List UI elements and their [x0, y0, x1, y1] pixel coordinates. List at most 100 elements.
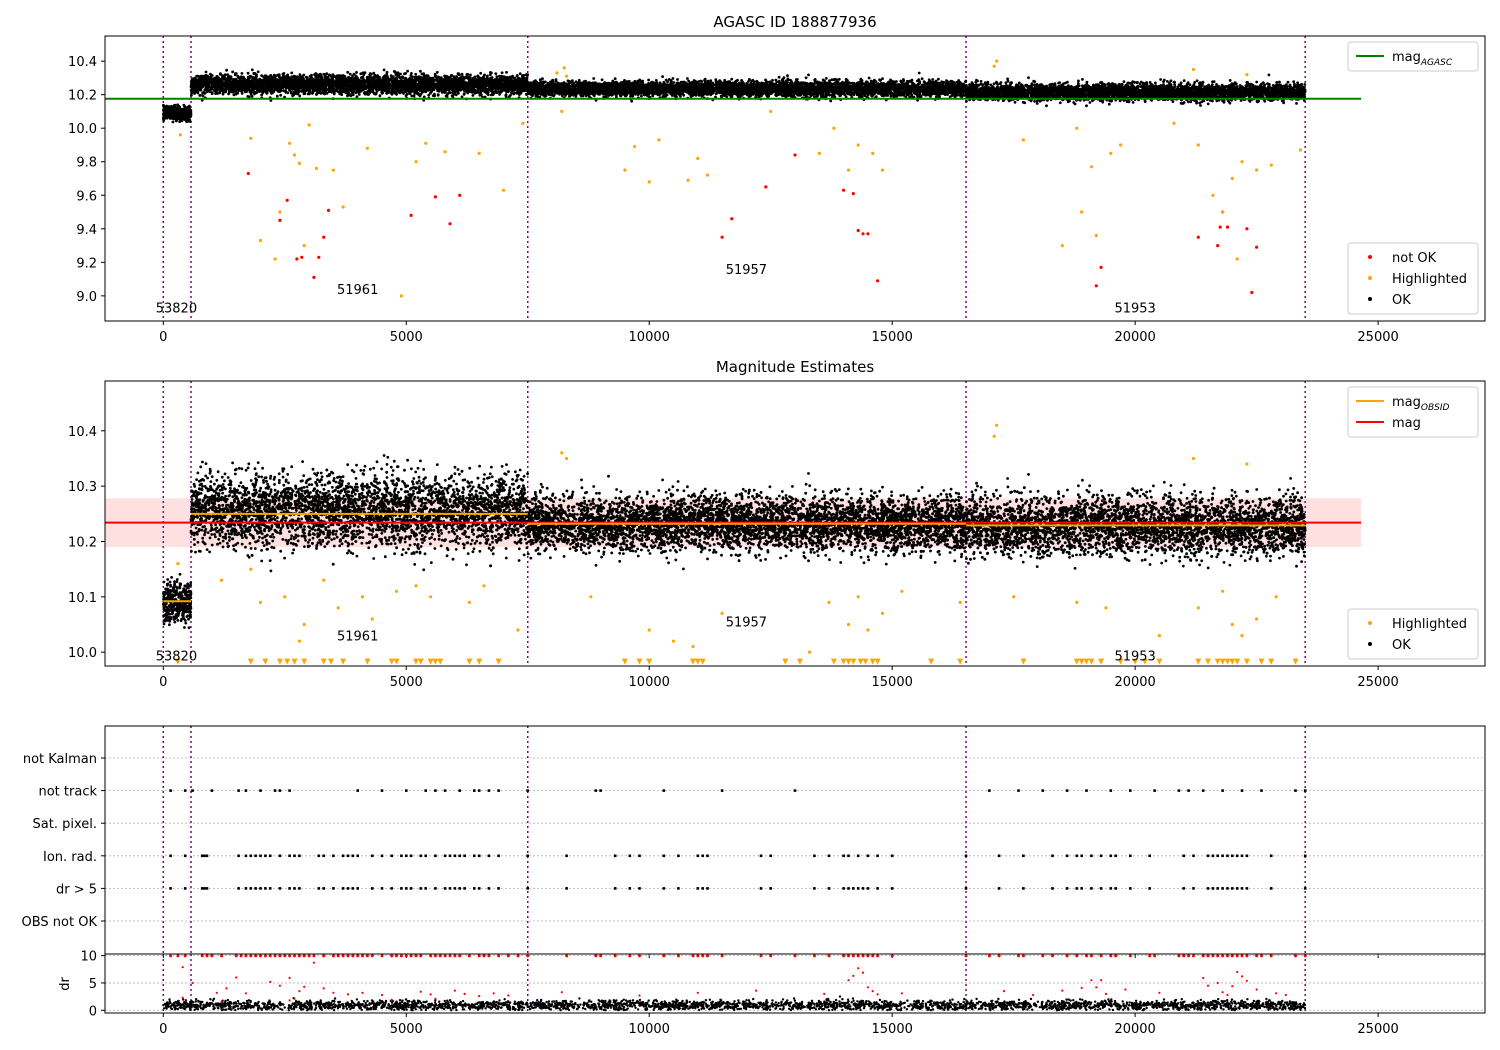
- ok-point: [375, 84, 379, 87]
- ok-point: [482, 75, 485, 79]
- ok-point: [486, 83, 489, 87]
- ok-point: [234, 88, 238, 92]
- ok-point: [437, 89, 441, 93]
- ok-point: [380, 78, 384, 82]
- ok-point: [204, 73, 208, 77]
- ok-point: [279, 83, 283, 87]
- ok-point: [273, 74, 277, 78]
- ok-point: [357, 93, 361, 96]
- ok-point: [471, 76, 475, 80]
- ok-point: [828, 79, 831, 82]
- ok-point: [193, 92, 196, 95]
- ok-point: [237, 76, 241, 80]
- ok-point: [424, 74, 427, 78]
- ok-point: [200, 85, 204, 89]
- ok-point: [319, 92, 323, 95]
- ok-point: [246, 71, 250, 75]
- ok-point: [518, 72, 522, 76]
- ok-point: [182, 111, 186, 114]
- ok-point: [454, 93, 458, 97]
- ok-point: [504, 76, 508, 80]
- ok-point: [210, 92, 214, 95]
- ok-point: [185, 108, 188, 112]
- ok-point: [395, 92, 398, 96]
- ok-point: [507, 84, 511, 88]
- ok-point: [399, 86, 403, 90]
- ok-point: [412, 94, 416, 98]
- ok-point: [466, 72, 470, 76]
- ok-point: [268, 83, 272, 86]
- ok-point: [314, 84, 318, 88]
- ok-point: [267, 79, 271, 82]
- ok-point: [463, 80, 467, 84]
- ok-point: [228, 91, 231, 94]
- ok-point: [421, 77, 425, 81]
- ok-point: [191, 85, 195, 89]
- ok-point: [371, 76, 375, 80]
- ok-point: [162, 108, 165, 112]
- ok-point: [895, 80, 898, 83]
- ok-point: [462, 93, 466, 96]
- ok-point: [256, 84, 260, 88]
- ok-point: [162, 119, 166, 123]
- ok-point: [242, 84, 246, 88]
- ok-point: [472, 86, 476, 90]
- ok-point: [355, 84, 359, 88]
- ok-point: [265, 91, 269, 95]
- ok-point: [491, 92, 495, 96]
- ok-point: [416, 92, 420, 95]
- ok-point: [505, 81, 508, 85]
- ok-point: [289, 79, 292, 83]
- ok-point: [471, 94, 475, 97]
- ok-point: [378, 77, 381, 81]
- ok-point: [246, 75, 250, 79]
- ok-point: [445, 95, 449, 98]
- ok-point: [473, 91, 477, 95]
- ok-point: [671, 77, 675, 80]
- ok-point: [314, 80, 318, 84]
- ok-point: [224, 90, 228, 94]
- ok-point: [409, 89, 413, 93]
- ok-point: [368, 81, 372, 85]
- ok-point: [470, 91, 474, 94]
- ok-point: [404, 94, 408, 98]
- ok-point: [286, 73, 290, 77]
- ok-point: [220, 77, 224, 81]
- ok-point: [240, 72, 244, 75]
- ok-point: [213, 89, 216, 93]
- ok-point: [249, 84, 253, 87]
- ok-point: [396, 71, 400, 75]
- ok-point: [472, 82, 476, 86]
- ok-point: [385, 74, 389, 78]
- ok-point: [188, 110, 191, 114]
- ok-point: [250, 68, 254, 72]
- ok-point: [358, 82, 362, 86]
- ok-point: [424, 79, 428, 83]
- ok-point: [375, 88, 378, 91]
- ok-point: [405, 87, 409, 91]
- ok-point: [220, 74, 224, 77]
- ok-point: [491, 90, 495, 94]
- ok-point: [240, 89, 244, 93]
- ok-point: [403, 72, 406, 76]
- ok-point: [245, 90, 248, 94]
- ok-point: [365, 91, 369, 95]
- ok-point: [339, 90, 342, 94]
- ok-point: [270, 79, 274, 83]
- ok-point: [329, 81, 332, 85]
- ok-point: [498, 83, 501, 87]
- ok-point: [368, 91, 372, 95]
- ok-point: [513, 91, 517, 95]
- ok-point: [393, 78, 396, 81]
- ok-point: [326, 75, 330, 79]
- ok-point: [515, 78, 518, 82]
- ok-point: [364, 85, 368, 89]
- ok-point: [313, 89, 316, 93]
- ok-point: [518, 83, 522, 86]
- ok-point: [445, 81, 449, 84]
- ok-point: [422, 72, 426, 75]
- ok-point: [520, 86, 524, 89]
- ok-point: [182, 108, 185, 112]
- ok-point: [174, 108, 177, 112]
- ok-point: [368, 72, 372, 75]
